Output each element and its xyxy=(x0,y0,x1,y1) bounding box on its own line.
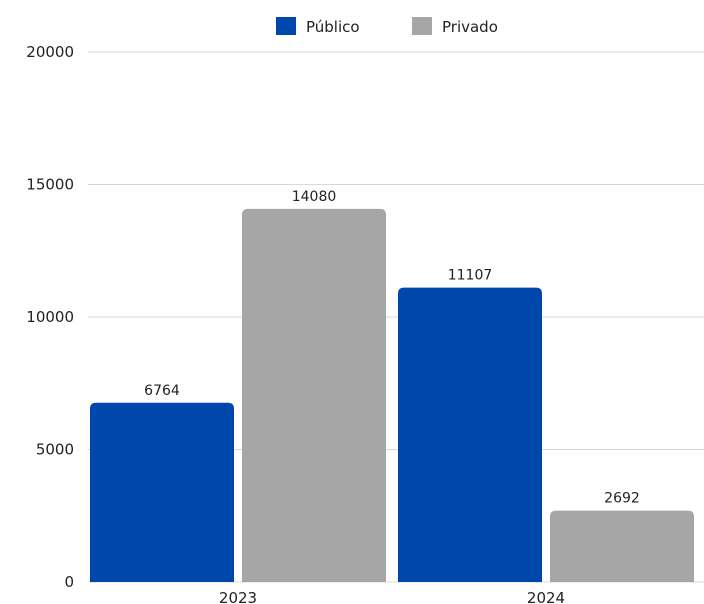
bar-privado-2024 xyxy=(550,510,694,582)
legend-label: Privado xyxy=(442,18,498,36)
data-label: 14080 xyxy=(292,189,337,205)
bar-privado-2023 xyxy=(242,208,386,582)
bars xyxy=(90,208,694,582)
x-axis-categories: 2023 2024 xyxy=(219,589,565,604)
y-axis-ticks: 0 5000 10000 15000 20000 xyxy=(26,43,74,591)
legend-label: Público xyxy=(306,18,360,36)
data-label: 11107 xyxy=(448,268,493,284)
x-category-label: 2023 xyxy=(219,589,257,604)
legend: Público Privado xyxy=(276,17,498,36)
bar-público-2023 xyxy=(90,402,234,582)
data-labels: 6764 14080 11107 2692 xyxy=(144,189,640,507)
y-tick-label: 20000 xyxy=(26,43,74,61)
y-tick-label: 10000 xyxy=(26,308,74,326)
x-category-label: 2024 xyxy=(527,589,565,604)
data-label: 6764 xyxy=(144,383,180,399)
y-tick-label: 0 xyxy=(64,573,74,591)
y-tick-label: 15000 xyxy=(26,176,74,194)
legend-swatch-privado xyxy=(412,17,432,35)
y-tick-label: 5000 xyxy=(36,441,74,459)
bar-público-2024 xyxy=(398,287,542,582)
data-label: 2692 xyxy=(604,491,640,507)
legend-swatch-público xyxy=(276,17,296,35)
